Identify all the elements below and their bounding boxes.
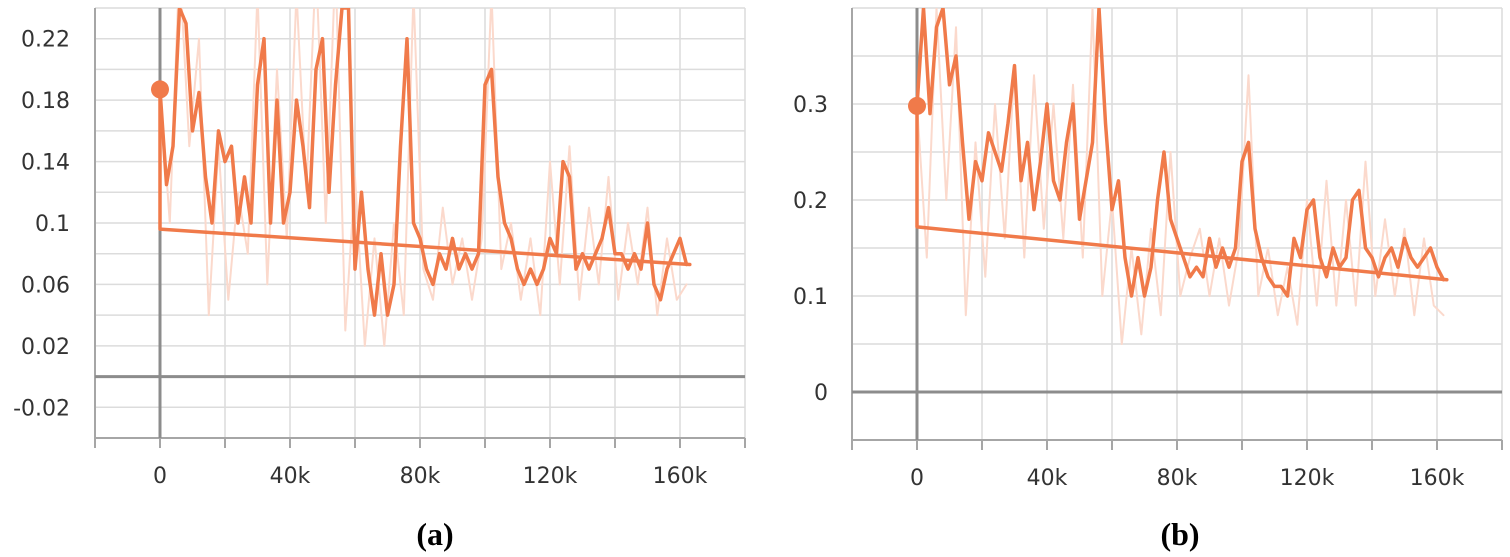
y-tick-label: 0.14: [21, 151, 70, 176]
y-tick-label: -0.02: [13, 396, 70, 421]
x-tick-label: 80k: [400, 464, 441, 489]
y-tick-label: 0.18: [21, 89, 70, 114]
caption-a: (a): [416, 516, 453, 552]
chart-panel-b: 0 40k 80k 120k 160k 0.3 0.2 0.1 0: [793, 7, 1503, 491]
series-group: [158, 8, 692, 347]
series-smoothed-line: [158, 87, 692, 267]
x-tick-label: 160k: [653, 464, 708, 489]
series-start-marker: [908, 96, 926, 115]
x-tick-label: 0: [153, 464, 167, 489]
y-tick-label: 0: [814, 381, 828, 406]
series-group: [915, 8, 1449, 345]
series-smoothed-line: [915, 8, 1446, 298]
y-tick-label: 0.3: [793, 93, 828, 118]
series-raw-line: [916, 8, 1445, 345]
x-tick-label: 160k: [1410, 466, 1465, 491]
chart-panel-a: 0 40k 80k 120k 160k 0.22 0.18 0.14 0.1 0.06 0.02 -0…: [13, 7, 746, 489]
y-tick-label: 0.1: [793, 285, 828, 310]
x-tick-label: 120k: [523, 464, 578, 489]
series-start-marker: [151, 80, 169, 99]
x-tick-label: 80k: [1157, 466, 1198, 491]
x-tick-label: 120k: [1280, 466, 1335, 491]
y-tick-label: 0.22: [21, 28, 70, 53]
series-raw-line: [159, 8, 688, 347]
x-tick-label: 40k: [1027, 466, 1068, 491]
y-tick-label: 0.06: [21, 273, 70, 298]
y-tick-label: 0.2: [793, 189, 828, 214]
x-tick-label: 40k: [270, 464, 311, 489]
y-tick-label: 0.1: [35, 212, 70, 237]
x-tick-label: 0: [910, 466, 924, 491]
caption-b: (b): [1160, 516, 1199, 552]
y-tick-label: 0.02: [21, 335, 70, 360]
series-smoothed-line: [915, 104, 1449, 282]
series-smoothed-line: [158, 8, 689, 317]
